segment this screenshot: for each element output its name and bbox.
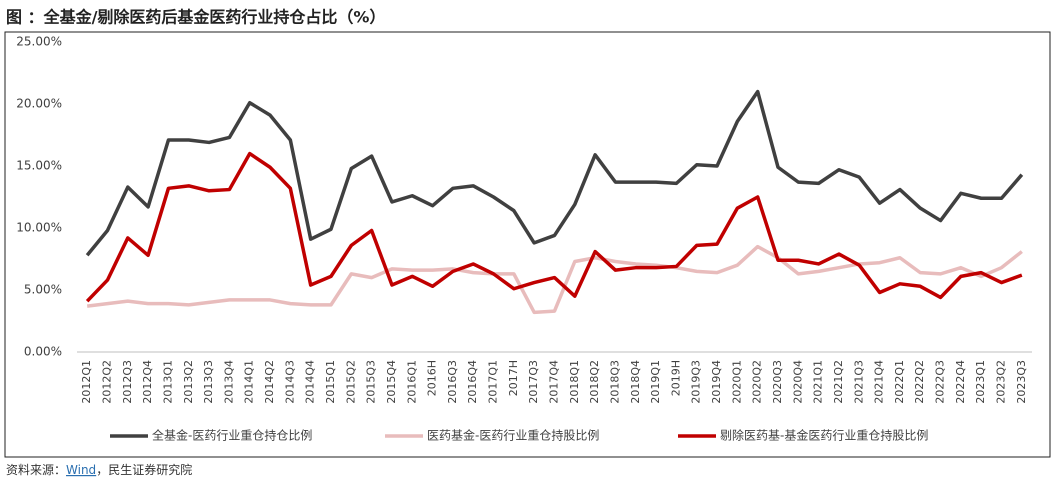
y-tick-label: 20.00% <box>16 97 62 111</box>
x-tick-label: 2019H <box>669 360 682 396</box>
x-tick-label: 2012Q3 <box>121 360 134 404</box>
x-tick-label: 2015Q1 <box>324 360 337 404</box>
x-tick-label: 2016H <box>426 360 439 396</box>
legend-label: 全基金-医药行业重仓持仓比例 <box>152 428 312 443</box>
x-tick-label: 2021Q2 <box>832 360 845 404</box>
x-tick-label: 2014Q3 <box>283 360 296 404</box>
x-tick-label: 2014Q1 <box>243 360 256 404</box>
x-tick-label: 2015Q4 <box>385 360 398 404</box>
x-tick-label: 2023Q1 <box>974 360 987 404</box>
chart-frame <box>4 31 1051 458</box>
x-tick-label: 2019Q1 <box>649 360 662 404</box>
x-tick-label: 2013Q3 <box>202 360 215 404</box>
y-tick-label: 15.00% <box>16 159 62 173</box>
series-line <box>85 151 1023 303</box>
x-tick-label: 2021Q1 <box>812 360 825 404</box>
x-tick-label: 2020Q2 <box>751 360 764 404</box>
x-tick-label: 2015Q3 <box>365 360 378 404</box>
x-tick-label: 2015Q2 <box>344 360 357 404</box>
x-tick-label: 2014Q2 <box>263 360 276 404</box>
x-tick-label: 2012Q4 <box>141 360 154 404</box>
x-tick-label: 2022Q4 <box>954 360 967 404</box>
x-tick-label: 2016Q1 <box>405 360 418 404</box>
x-tick-label: 2017Q3 <box>527 360 540 404</box>
x-tick-label: 2016Q4 <box>466 360 479 404</box>
y-tick-label: 10.00% <box>16 221 62 235</box>
source-suffix: ，民生证券研究院 <box>96 462 192 477</box>
x-tick-label: 2020Q4 <box>791 360 804 404</box>
x-tick-label: 2018Q3 <box>608 360 621 404</box>
x-tick-label: 2019Q4 <box>710 360 723 404</box>
source-prefix: 资料来源： <box>6 463 66 477</box>
x-tick-label: 2023Q3 <box>1015 360 1028 404</box>
x-tick-label: 2022Q1 <box>893 360 906 404</box>
legend-label: 医药基金-医药行业重仓持股比例 <box>427 428 599 443</box>
x-tick-label: 2023Q2 <box>995 360 1008 404</box>
chart-title: 图 ：全基金/剔除医药后基金医药行业持仓占比（%） <box>6 8 385 27</box>
x-tick-label: 2022Q3 <box>934 360 947 404</box>
source: 资料来源：Wind，民生证券研究院 <box>6 462 192 477</box>
x-tick-label: 2014Q4 <box>304 360 317 404</box>
y-tick-label: 25.00% <box>16 35 62 49</box>
x-tick-label: 2018Q1 <box>568 360 581 404</box>
y-tick-label: 5.00% <box>24 283 62 297</box>
x-tick-label: 2017H <box>507 360 520 396</box>
x-tick-label: 2017Q4 <box>548 360 561 404</box>
series-line <box>86 244 1023 315</box>
x-tick-label: 2018Q2 <box>588 360 601 404</box>
x-tick-label: 2013Q4 <box>222 360 235 404</box>
x-tick-label: 2021Q3 <box>852 360 865 404</box>
x-tick-label: 2020Q3 <box>771 360 784 404</box>
x-tick-label: 2019Q3 <box>690 360 703 404</box>
x-tick-label: 2012Q2 <box>100 360 113 404</box>
x-tick-label: 2018Q4 <box>629 360 642 404</box>
legend-label: 剔除医药基-基金医药行业重仓持股比例 <box>720 428 928 443</box>
x-tick-label: 2017Q1 <box>487 360 500 404</box>
x-tick-label: 2021Q4 <box>873 360 886 404</box>
x-tick-label: 2020Q1 <box>730 360 743 404</box>
x-tick-label: 2013Q1 <box>161 360 174 404</box>
x-tick-label: 2016Q3 <box>446 360 459 404</box>
y-tick-label: 0.00% <box>24 345 62 359</box>
source-link: Wind <box>66 463 96 477</box>
x-tick-label: 2022Q2 <box>913 360 926 404</box>
x-tick-label: 2012Q1 <box>80 360 93 404</box>
x-tick-label: 2013Q2 <box>182 360 195 404</box>
series-line <box>85 89 1024 257</box>
